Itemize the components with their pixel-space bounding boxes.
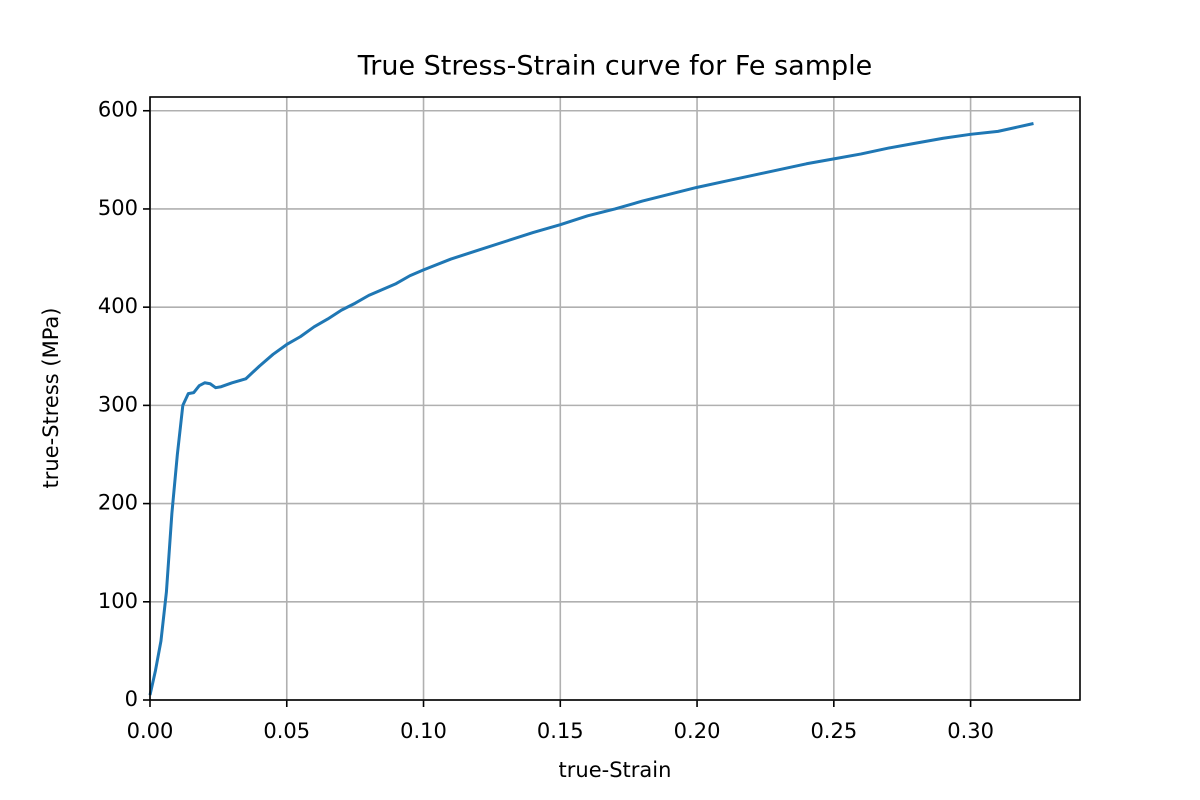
x-tick-label: 0.30 xyxy=(947,719,994,743)
y-tick-label: 500 xyxy=(98,196,138,220)
x-tick-label: 0.25 xyxy=(810,719,857,743)
y-axis-label: true-Stress (MPa) xyxy=(39,308,63,489)
x-tick-label: 0.15 xyxy=(537,719,584,743)
y-tick-label: 100 xyxy=(98,589,138,613)
x-tick-label: 0.20 xyxy=(674,719,721,743)
data-line xyxy=(148,122,1034,696)
x-tick-label: 0.05 xyxy=(263,719,310,743)
chart-title: True Stress-Strain curve for Fe sample xyxy=(357,51,873,82)
plot-frame xyxy=(149,96,1081,701)
y-tick-label: 0 xyxy=(125,687,138,711)
x-tick-label: 0.10 xyxy=(400,719,447,743)
y-tick-label: 600 xyxy=(98,98,138,122)
y-tick-label: 200 xyxy=(98,491,138,515)
y-tick-label: 300 xyxy=(98,392,138,416)
y-tick-label: 400 xyxy=(98,294,138,318)
x-tick-label: 0.00 xyxy=(127,719,174,743)
x-axis-label: true-Strain xyxy=(559,758,672,782)
